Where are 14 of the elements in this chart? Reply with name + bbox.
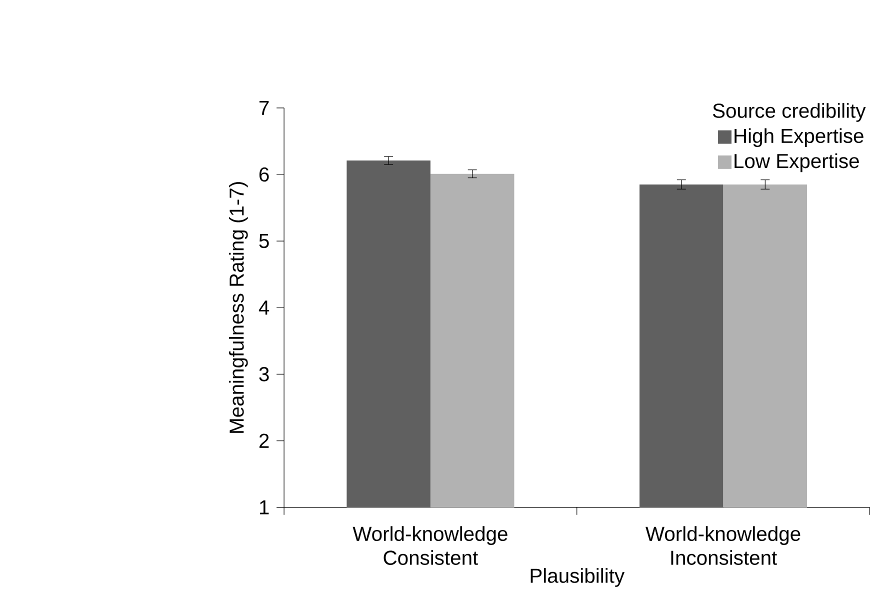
legend-label: High Expertise (734, 128, 864, 148)
legend-label: Low Expertise (734, 153, 859, 172)
y-axis-title: Meaningfulness Rating (1-7) (229, 182, 248, 433)
y-tick-label: 6 (259, 167, 269, 182)
x-axis-title: Plausibility (530, 568, 625, 587)
y-tick-label: 3 (259, 367, 269, 382)
x-tick-label: World-knowledge Inconsistent (646, 526, 800, 566)
y-tick-label: 2 (259, 434, 269, 448)
x-tick-label: World-knowledge Consistent (352, 526, 508, 566)
legend-title: Source credibility (712, 103, 866, 122)
y-tick-label: 7 (259, 101, 269, 115)
y-tick-label: 4 (258, 300, 270, 315)
y-tick-label: 5 (259, 234, 269, 248)
y-tick-label: 1 (260, 500, 269, 514)
